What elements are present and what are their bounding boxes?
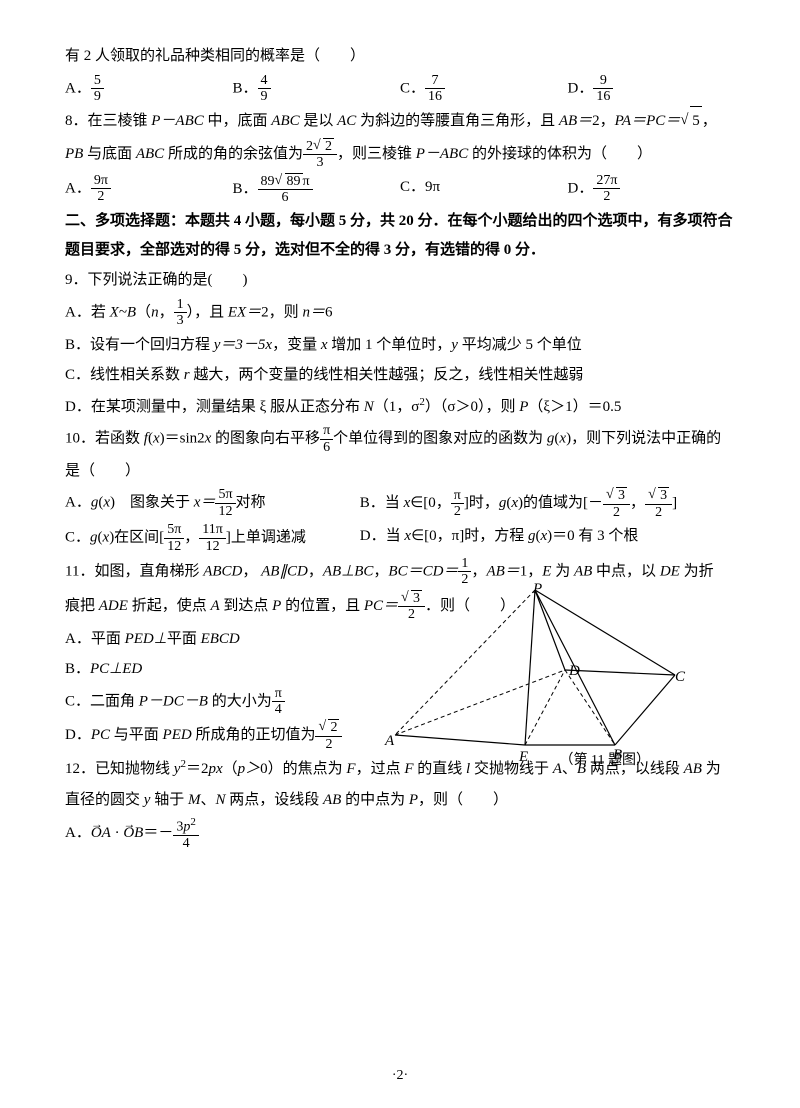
fig-label-d: D <box>569 657 580 686</box>
q9-opt-b: B．设有一个回归方程 y＝3－5x，变量 x 增加 1 个单位时，y 平均减少 … <box>65 331 735 360</box>
q8-line1: 8．在三棱锥 P－ABC 中，底面 ABC 是以 AC 为斜边的等腰直角三角形，… <box>65 106 735 136</box>
q7-opt-c: C．716 <box>400 73 568 105</box>
q7-opt-b: B．49 <box>233 73 401 105</box>
q7-opt-a: A．59 <box>65 73 233 105</box>
page: 有 2 人领取的礼品种类相同的概率是（ ） A．59 B．49 C．716 D．… <box>0 0 800 1108</box>
q10-opt-c: C．g(x)在区间[5π12，11π12]上单调递减 <box>65 522 360 554</box>
fig-label-c: C <box>675 663 685 692</box>
q9-opt-a: A．若 X~B（n，13），且 EX＝2，则 n＝6 <box>65 297 735 329</box>
q9-opt-d: D．在某项测量中，测量结果 ξ 服从正态分布 N（1，σ2）（σ＞0），则 P（… <box>65 392 735 422</box>
q7-options: A．59 B．49 C．716 D．916 <box>65 73 735 105</box>
q10-row2: C．g(x)在区间[5π12，11π12]上单调递减 D．当 x∈[0，π]时，… <box>65 522 735 554</box>
q8-options: A．9π2 B．8989π6 C．9π D．27π2 <box>65 173 735 206</box>
q11-line1: 11．如图，直角梯形 ABCD， AB∥CD，AB⊥BC，BC＝CD＝12，AB… <box>65 556 735 588</box>
q12-opt-a: A．OA · OB＝－3p24 <box>65 816 735 851</box>
q10-opt-d: D．当 x∈[0，π]时，方程 g(x)＝0 有 3 个根 <box>360 522 735 554</box>
section-2-header: 二、多项选择题：本题共 4 小题，每小题 5 分，共 20 分．在每个小题给出的… <box>65 207 735 264</box>
q10-line2: 是（ ） <box>65 457 735 486</box>
q8-line2: PB 与底面 ABC 所成的角的余弦值为223，则三棱锥 P－ABC 的外接球的… <box>65 138 735 171</box>
q9-opt-c: C．线性相关系数 r 越大，两个变量的线性相关性越强；反之，线性相关性越弱 <box>65 361 735 390</box>
q10-row1: A．g(x) 图象关于 x＝5π12对称 B．当 x∈[0，π2]时，g(x)的… <box>65 487 735 520</box>
q7-stem: 有 2 人领取的礼品种类相同的概率是（ ） <box>65 42 735 71</box>
page-number: ·2· <box>0 1063 800 1090</box>
q8-opt-a: A．9π2 <box>65 173 233 206</box>
q10-opt-b: B．当 x∈[0，π2]时，g(x)的值域为[－32，32] <box>360 487 735 520</box>
fig-label-a: A <box>385 727 394 756</box>
fig-label-e: E <box>519 743 528 772</box>
q8-opt-c: C．9π <box>400 173 568 206</box>
q9-stem: 9．下列说法正确的是( ) <box>65 266 735 295</box>
fig-caption: （第 11 题图） <box>560 748 650 775</box>
q8-opt-d: D．27π2 <box>568 173 736 206</box>
q7-opt-d: D．916 <box>568 73 736 105</box>
q11-figure: P A E B C D （第 11 题图） <box>385 585 685 775</box>
q10-opt-a: A．g(x) 图象关于 x＝5π12对称 <box>65 487 360 520</box>
fig-label-p: P <box>533 575 542 604</box>
q8-opt-b: B．8989π6 <box>233 173 401 206</box>
q12-line2: 直径的圆交 y 轴于 M、N 两点，设线段 AB 的中点为 P，则（ ） <box>65 786 735 815</box>
q10-line1: 10．若函数 f(x)＝sin2x 的图象向右平移π6个单位得到的图象对应的函数… <box>65 423 735 455</box>
